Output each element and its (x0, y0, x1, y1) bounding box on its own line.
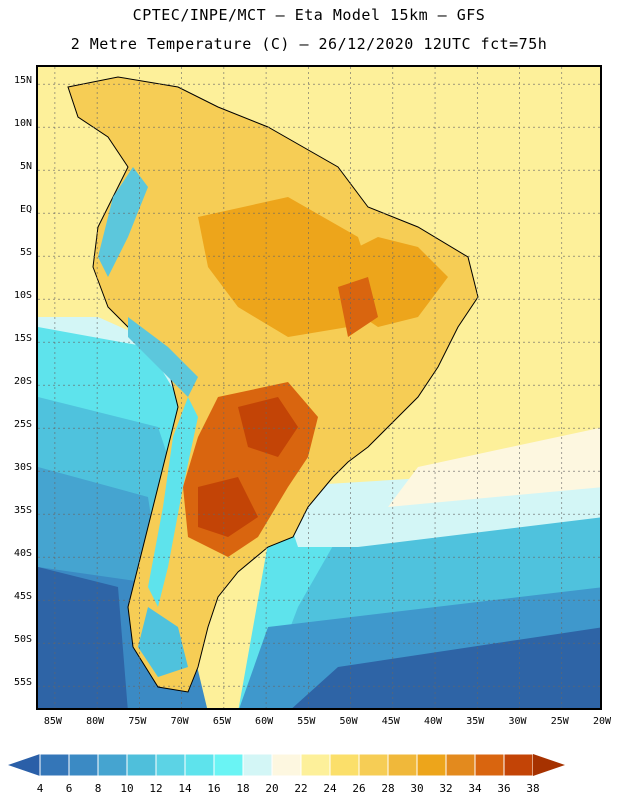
colorbar-tick-label: 12 (149, 782, 163, 795)
map-frame[interactable] (36, 65, 602, 710)
colorbar-tick-label: 8 (94, 782, 102, 795)
central-brazil-hot (338, 277, 378, 337)
colorbar-swatch (39, 753, 70, 777)
colorbar-max-arrow (533, 754, 565, 776)
map-subtitle: 2 Metre Temperature (C) – 26/12/2020 12U… (70, 35, 548, 53)
lat-label: 5S (19, 247, 32, 259)
lat-label: 50S (13, 634, 32, 646)
colorbar-tick-label: 30 (410, 782, 424, 795)
lon-label: 30W (508, 716, 527, 727)
colorbar-swatch (358, 753, 389, 777)
lon-label: 80W (86, 716, 105, 727)
lon-label: 55W (297, 716, 316, 727)
lat-label: 20S (13, 376, 32, 388)
colorbar-tick-label: 16 (207, 782, 221, 795)
colorbar-tick-label: 32 (439, 782, 453, 795)
map-title: CPTEC/INPE/MCT – Eta Model 15km – GFS (132, 6, 486, 24)
colorbar-tick-label: 4 (36, 782, 44, 795)
lon-label: 45W (381, 716, 400, 727)
colorbar-tick-label: 6 (65, 782, 73, 795)
temperature-map[interactable] (38, 67, 602, 710)
lon-label: 70W (170, 716, 189, 727)
lon-label: 25W (550, 716, 569, 727)
lon-label: 35W (466, 716, 485, 727)
lon-label: 60W (255, 716, 274, 727)
lat-label: 15S (13, 333, 32, 345)
lon-label: 75W (128, 716, 147, 727)
colorbar-swatch (213, 753, 244, 777)
colorbar-swatch (329, 753, 360, 777)
colorbar-tick-label: 22 (294, 782, 308, 795)
colorbar-swatch (416, 753, 447, 777)
lat-label: 5N (19, 161, 32, 173)
paraguay-very-hot (238, 397, 298, 457)
lon-label: 20W (592, 716, 612, 727)
lat-label: 10N (13, 118, 32, 130)
lat-label: 15N (13, 75, 32, 87)
andes-north-cold (98, 167, 148, 277)
colorbar-swatch (184, 753, 215, 777)
lat-label: 55S (13, 677, 32, 689)
colorbar-tick-label: 36 (497, 782, 511, 795)
andes-south-cold (148, 397, 198, 607)
colorbar-swatch (474, 753, 505, 777)
colorbar-tick-label: 18 (236, 782, 250, 795)
colorbar-swatch (126, 753, 157, 777)
lat-label: 40S (13, 548, 32, 560)
colorbar-swatch (155, 753, 186, 777)
colorbar-tick-label: 20 (265, 782, 279, 795)
lat-label: EQ (19, 204, 32, 216)
south-atlantic-cold (292, 627, 600, 708)
amazon-warm-region (198, 197, 378, 337)
colorbar-swatch (503, 753, 534, 777)
south-pacific-cold (38, 567, 128, 708)
argentina-very-hot (198, 477, 258, 537)
colorbar-swatch (271, 753, 302, 777)
graticule-lines (38, 67, 600, 708)
lon-label: 65W (212, 716, 231, 727)
colorbar-tick-label: 26 (352, 782, 366, 795)
lon-label: 85W (43, 716, 62, 727)
south-atlantic-warm-band (388, 427, 600, 507)
lon-label: 50W (339, 716, 358, 727)
colorbar (8, 753, 565, 777)
colorbar-tick-label: 28 (381, 782, 395, 795)
lat-label: 10S (13, 290, 32, 302)
colorbar-min-arrow (8, 754, 40, 776)
colorbar-tick-label: 14 (178, 782, 192, 795)
colorbar-tick-label: 38 (526, 782, 540, 795)
patagonia-cold (138, 607, 188, 677)
colorbar-swatch (445, 753, 476, 777)
andes-central-cold (128, 317, 198, 397)
colorbar-tick-label: 10 (120, 782, 134, 795)
lon-label: 40W (424, 716, 443, 727)
colorbar-swatch (300, 753, 331, 777)
lat-label: 30S (13, 462, 32, 474)
colorbar-swatch (242, 753, 273, 777)
lat-label: 45S (13, 591, 32, 603)
colorbar-swatch (97, 753, 128, 777)
colorbar-tick-label: 34 (468, 782, 482, 795)
colorbar-swatch (68, 753, 99, 777)
colorbar-tick-label: 24 (323, 782, 337, 795)
lat-label: 35S (13, 505, 32, 517)
colorbar-swatch (387, 753, 418, 777)
lat-label: 25S (13, 419, 32, 431)
